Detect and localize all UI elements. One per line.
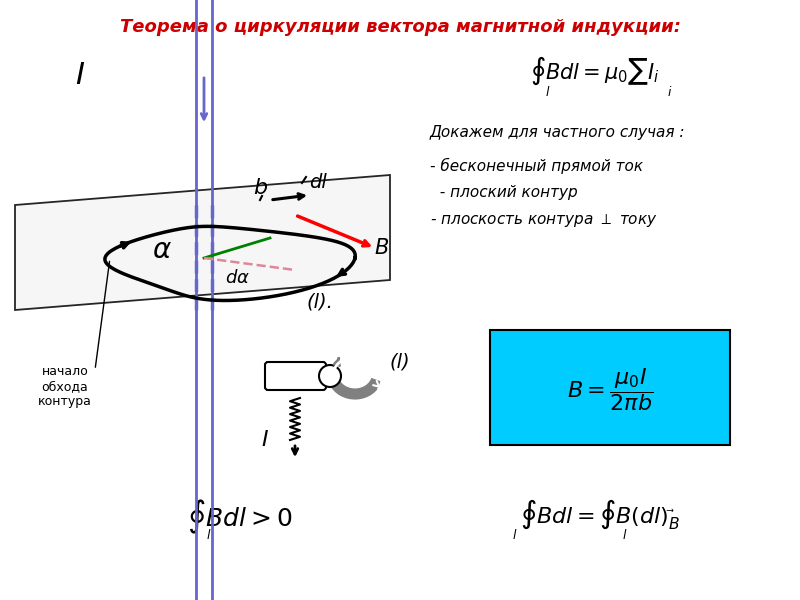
Polygon shape: [15, 175, 390, 310]
Text: $l$: $l$: [512, 528, 518, 542]
Text: b: b: [253, 178, 267, 198]
FancyBboxPatch shape: [490, 330, 730, 445]
Text: $\oint Bdl > 0$: $\oint Bdl > 0$: [187, 498, 293, 536]
Text: Докажем для частного случая :: Докажем для частного случая :: [430, 125, 686, 140]
Text: $l$: $l$: [622, 528, 628, 542]
Text: $B = \dfrac{\mu_0 I}{2\pi b}$: $B = \dfrac{\mu_0 I}{2\pi b}$: [567, 367, 653, 413]
Text: I: I: [75, 61, 85, 89]
Text: (l): (l): [390, 352, 410, 371]
Text: Теорема о циркуляции вектора магнитной индукции:: Теорема о циркуляции вектора магнитной и…: [119, 18, 681, 36]
Text: $l$: $l$: [206, 528, 212, 542]
Text: $\oint Bdl = \oint B(dl)_B^{\vec{}}$: $\oint Bdl = \oint B(dl)_B^{\vec{}}$: [520, 498, 680, 532]
FancyBboxPatch shape: [265, 362, 326, 390]
Text: I: I: [262, 430, 268, 450]
Ellipse shape: [319, 365, 341, 387]
Text: dl: dl: [309, 173, 327, 193]
Text: - плоскость контура $\perp$ току: - плоскость контура $\perp$ току: [430, 212, 658, 229]
Text: - плоский контур: - плоский контур: [430, 185, 578, 200]
Text: начало
обхода
контура: начало обхода контура: [38, 365, 92, 408]
Text: $d\alpha$: $d\alpha$: [226, 269, 250, 287]
Text: $\oint Bdl = \mu_0 \sum I_i$: $\oint Bdl = \mu_0 \sum I_i$: [530, 55, 660, 88]
Text: $i$: $i$: [667, 85, 673, 99]
Text: - бесконечный прямой ток: - бесконечный прямой ток: [430, 158, 643, 174]
Text: $\alpha$: $\alpha$: [152, 236, 172, 264]
Text: $l$: $l$: [546, 85, 550, 99]
Text: (l).: (l).: [306, 292, 334, 311]
Text: B: B: [375, 238, 389, 258]
